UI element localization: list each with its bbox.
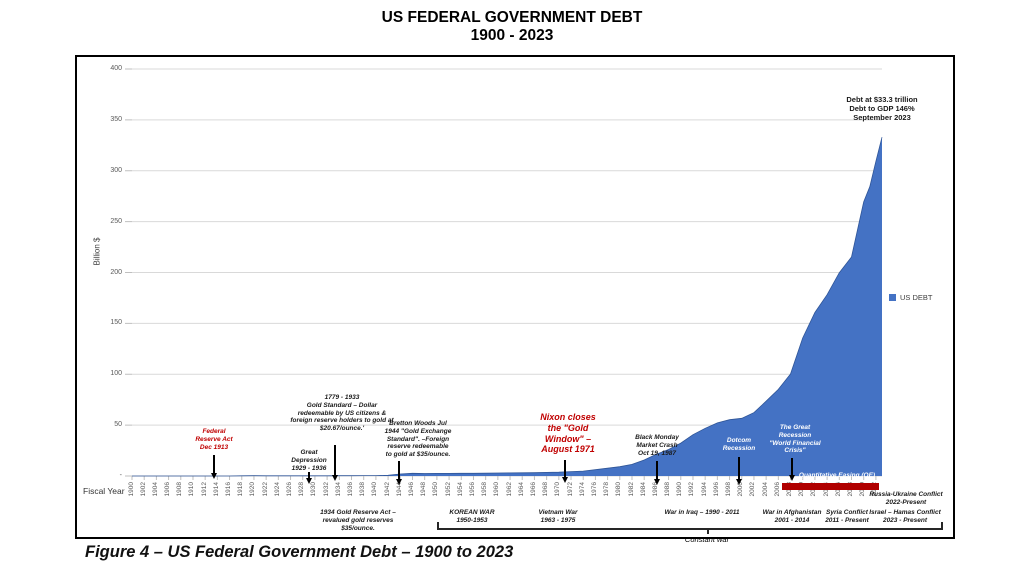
x-tick-label: 1984 xyxy=(640,482,647,496)
x-tick-label: 1924 xyxy=(274,482,281,496)
x-tick-label: 2002 xyxy=(749,482,756,496)
x-tick-label: 1978 xyxy=(603,482,610,496)
x-tick-label: 1954 xyxy=(457,482,464,496)
y-tick-label: 250 xyxy=(82,218,122,225)
x-tick-label: 1942 xyxy=(384,482,391,496)
chart-frame: - 50 100 150 200 250 300 350 400 1900 1902 1904 1906… xyxy=(75,55,955,539)
x-tick-label: 1940 xyxy=(371,482,378,496)
x-tick-label: 1972 xyxy=(567,482,574,496)
x-tick-label: 1964 xyxy=(518,482,525,496)
figure-caption: Figure 4 – US Federal Government Debt – … xyxy=(85,543,513,562)
down-arrow xyxy=(561,460,569,483)
quantitative-easing-bar xyxy=(782,483,879,490)
vietnam-war-annotation: Vietnam War 1963 - 1975 xyxy=(488,509,628,525)
x-tick-label: 1998 xyxy=(725,482,732,496)
bracket-segment xyxy=(437,522,439,528)
y-tick-label: 350 xyxy=(82,116,122,123)
y-tick-label: 300 xyxy=(82,167,122,174)
x-tick-label: 1910 xyxy=(188,482,195,496)
debt-september-2023-annotation: Debt at $33.3 trillion Debt to GDP 146% … xyxy=(812,95,952,122)
x-tick-label: 1962 xyxy=(506,482,513,496)
y-tick-label: 50 xyxy=(82,421,122,428)
x-tick-label: 1988 xyxy=(664,482,671,496)
page: US FEDERAL GOVERNMENT DEBT 1900 - 2023 -… xyxy=(0,0,1024,575)
x-tick-label: 1958 xyxy=(481,482,488,496)
down-arrow xyxy=(395,461,403,485)
x-tick-label: 1928 xyxy=(298,482,305,496)
x-tick-label: 2004 xyxy=(762,482,769,496)
x-tick-label: 1996 xyxy=(713,482,720,496)
y-axis-title: Billion $ xyxy=(93,220,102,284)
x-tick-label: 1916 xyxy=(225,482,232,496)
down-arrow xyxy=(305,472,313,484)
great-recession-annotation: The Great Recession "World Financial Cri… xyxy=(725,424,865,455)
legend-swatch-us-debt xyxy=(889,294,896,301)
x-tick-label: 1900 xyxy=(128,482,135,496)
down-arrow xyxy=(788,458,796,481)
x-tick-label: 1918 xyxy=(237,482,244,496)
bracket-segment xyxy=(941,522,943,528)
x-tick-label: 1920 xyxy=(249,482,256,496)
x-tick-label: 1952 xyxy=(445,482,452,496)
x-tick-label: 1980 xyxy=(615,482,622,496)
bracket-segment xyxy=(707,528,709,534)
x-tick-label: 1932 xyxy=(323,482,330,496)
down-arrow xyxy=(735,457,743,485)
federal-reserve-act-annotation: Federal Reserve Act Dec 1913 xyxy=(144,428,284,451)
x-tick-label: 1976 xyxy=(591,482,598,496)
x-tick-label: 1936 xyxy=(347,482,354,496)
x-tick-label: 1990 xyxy=(676,482,683,496)
down-arrow xyxy=(331,445,339,481)
x-tick-label: 1966 xyxy=(530,482,537,496)
russia-ukraine-conflict-annotation: Russia-Ukraine Conflict 2022-Present xyxy=(836,491,976,507)
x-tick-label: 1912 xyxy=(201,482,208,496)
x-tick-label: 1968 xyxy=(542,482,549,496)
x-tick-label: 1948 xyxy=(420,482,427,496)
x-tick-label: 1956 xyxy=(469,482,476,496)
x-tick-label: 1934 xyxy=(335,482,342,496)
x-axis-title: Fiscal Year xyxy=(83,486,125,496)
bracket-segment xyxy=(437,528,943,530)
y-tick-label: - xyxy=(82,472,122,479)
x-tick-label: 1904 xyxy=(152,482,159,496)
x-tick-label: 1906 xyxy=(164,482,171,496)
x-tick-label: 1902 xyxy=(140,482,147,496)
x-tick-label: 1938 xyxy=(359,482,366,496)
bretton-woods-annotation: Bretton Woods Jul 1944 "Gold Exchange St… xyxy=(348,420,488,459)
down-arrow xyxy=(653,461,661,485)
x-tick-label: 1914 xyxy=(213,482,220,496)
x-tick-label: 1982 xyxy=(628,482,635,496)
x-tick-label: 1974 xyxy=(579,482,586,496)
x-tick-label: 1960 xyxy=(493,482,500,496)
x-tick-label: 2006 xyxy=(774,482,781,496)
y-tick-label: 150 xyxy=(82,319,122,326)
x-tick-label: 1926 xyxy=(286,482,293,496)
x-tick-label: 1970 xyxy=(554,482,561,496)
constant-war-label: Constant war xyxy=(637,535,777,544)
down-arrow xyxy=(210,455,218,479)
x-tick-label: 1922 xyxy=(262,482,269,496)
x-tick-label: 1930 xyxy=(310,482,317,496)
y-tick-label: 200 xyxy=(82,269,122,276)
chart-title-line2: 1900 - 2023 xyxy=(0,27,1024,45)
x-tick-label: 1950 xyxy=(432,482,439,496)
debt-area-chart xyxy=(77,57,953,537)
legend: US DEBT xyxy=(889,293,933,302)
chart-title-line1: US FEDERAL GOVERNMENT DEBT xyxy=(0,9,1024,27)
israel-hamas-conflict-annotation: Israel – Hamas Conflict 2023 - Present xyxy=(835,509,975,525)
y-tick-label: 100 xyxy=(82,370,122,377)
legend-label-us-debt: US DEBT xyxy=(900,293,933,302)
x-tick-label: 1994 xyxy=(701,482,708,496)
x-tick-label: 1908 xyxy=(176,482,183,496)
y-tick-label: 400 xyxy=(82,65,122,72)
x-tick-label: 1946 xyxy=(408,482,415,496)
x-tick-label: 1992 xyxy=(688,482,695,496)
chart-title: US FEDERAL GOVERNMENT DEBT 1900 - 2023 xyxy=(0,9,1024,45)
